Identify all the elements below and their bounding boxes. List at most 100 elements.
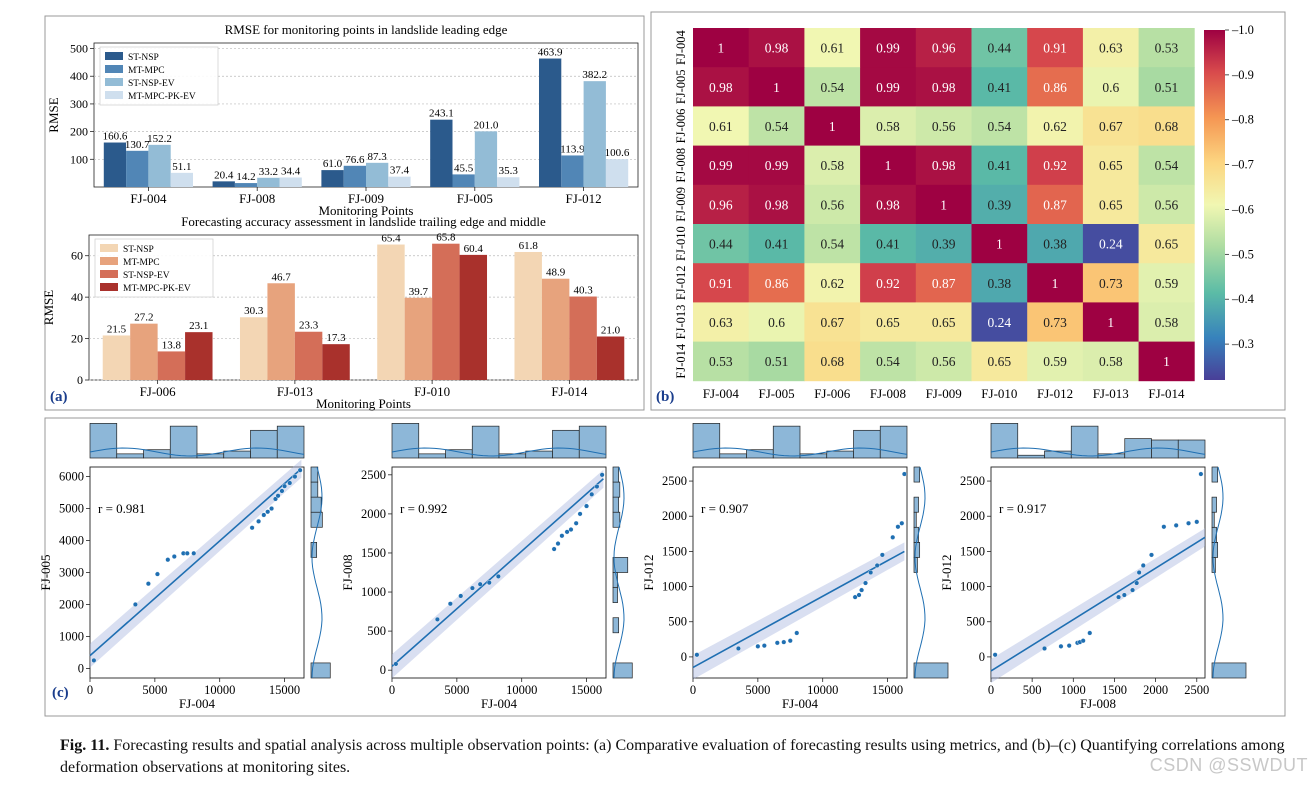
heatmap-cell	[1138, 224, 1195, 264]
heatmap-cell	[860, 263, 917, 303]
right-hist-bar	[310, 466, 319, 483]
scatter-point	[393, 661, 399, 667]
bar	[102, 335, 131, 380]
scatter-point	[1058, 643, 1064, 649]
cell-value: 0.54	[765, 119, 789, 134]
y-tick-label: 2500	[662, 474, 687, 488]
heatmap-cell	[915, 263, 972, 303]
heatmap-cell	[1082, 145, 1139, 186]
plot-area	[391, 466, 607, 679]
right-hist-bar	[1211, 662, 1247, 679]
scatter-point	[1198, 471, 1204, 477]
colorbar-tick-label: –0.8	[1231, 113, 1254, 127]
cell-value: 0.98	[876, 197, 900, 212]
scatter-panels: 0 5000 10000 150000100020003000400050006000…	[38, 423, 1247, 711]
heatmap-cell	[804, 145, 861, 186]
heatmap-cell	[860, 224, 917, 264]
cell-value: 0.56	[1155, 197, 1179, 212]
cell-value: 1	[1163, 354, 1170, 369]
scatter-point	[1161, 524, 1167, 530]
cell-value: 0.86	[1043, 80, 1067, 95]
y-tick-label: 1000	[960, 580, 985, 594]
y-tick-label: 2000	[361, 507, 386, 521]
scatter-point	[1148, 552, 1154, 558]
cell-value: 0.56	[820, 197, 844, 212]
scatter-point	[694, 652, 700, 658]
right-hist-bar	[913, 496, 919, 513]
scatter-point	[774, 640, 780, 646]
colorbar-tick-label: –0.3	[1231, 337, 1254, 351]
x-axis-label: FJ-004	[782, 696, 819, 711]
x-tick-label: 1500	[1102, 683, 1127, 697]
y-tick-label: 60	[71, 249, 83, 263]
x-tick-label: FJ-009	[348, 191, 384, 206]
heatmap-cell	[748, 67, 805, 107]
data-label: 382.2	[582, 69, 607, 81]
y-tick-label: FJ-006	[674, 109, 688, 144]
top-hist-bar	[169, 425, 198, 459]
cell-value: 0.44	[988, 41, 1012, 56]
y-tick-label: FJ-012	[674, 265, 688, 300]
colorbar-tick-label: –0.7	[1231, 158, 1254, 172]
top-kde	[692, 447, 908, 457]
data-label: 17.3	[326, 332, 346, 344]
regression-line	[391, 478, 604, 667]
scatter-point	[1194, 519, 1200, 525]
scatter-point	[1136, 570, 1142, 576]
data-label: 37.4	[390, 165, 410, 177]
scatter-point	[287, 480, 293, 486]
figure-caption: Fig. 11. Forecasting results and spatial…	[60, 735, 1290, 779]
cell-value: 0.73	[1043, 315, 1067, 330]
x-tick-label: 5000	[745, 683, 770, 697]
y-tick-label: 40	[71, 290, 83, 304]
heatmap-cell	[748, 145, 805, 186]
heatmap-cell	[971, 224, 1028, 264]
heatmap-cell	[915, 224, 972, 264]
top-hist-bar	[391, 423, 420, 459]
heatmap-cell	[1027, 67, 1084, 107]
data-label: 51.1	[172, 161, 191, 173]
x-tick-label: FJ-010	[414, 384, 450, 399]
cell-value: 0.92	[1043, 158, 1067, 173]
heatmap-cell	[748, 302, 805, 342]
cell-value: 0.41	[988, 158, 1012, 173]
heatmap-cell	[804, 184, 861, 225]
heatmap-cell	[693, 263, 750, 303]
colorbar-tick-label: –0.4	[1231, 292, 1255, 306]
heatmap-cell	[748, 341, 805, 382]
right-hist-bar	[913, 466, 921, 483]
scatter-point	[154, 571, 160, 577]
chart-title: Forecasting accuracy assessment in lands…	[181, 214, 546, 229]
y-tick-label: 2000	[662, 509, 687, 523]
heatmap-cell	[1082, 184, 1139, 225]
y-tick-label: 2000	[960, 509, 985, 523]
scatter-point	[458, 593, 464, 599]
y-tick-label: FJ-005	[674, 69, 688, 104]
x-tick-label: FJ-010	[981, 386, 1017, 401]
cell-value: 0.56	[932, 354, 956, 369]
data-label: 113.9	[560, 143, 585, 155]
scatter-point	[165, 557, 171, 563]
legend-swatch	[105, 52, 123, 60]
scatter-panel: 0 5000 10000 15000 0 1000 2000 3000 4000 5000 6000…	[38, 423, 331, 711]
bar	[343, 165, 366, 187]
right-hist-bar	[612, 617, 620, 634]
heatmap-cell	[860, 28, 917, 68]
scatter-point	[781, 639, 787, 645]
top-hist-bar	[990, 423, 1019, 459]
x-tick-label: 5000	[142, 683, 167, 697]
right-hist-bar	[1211, 466, 1219, 483]
heatmap-cell	[748, 184, 805, 225]
top-hist-bar	[552, 429, 580, 459]
y-tick-label: 1500	[662, 544, 687, 558]
heatmap-cell	[1138, 302, 1195, 342]
y-tick-label: 2500	[361, 468, 386, 482]
y-axis-label: FJ-012	[939, 554, 954, 590]
x-tick-label: 0	[988, 683, 994, 697]
scatter-point	[787, 638, 793, 644]
bar	[157, 351, 186, 380]
heatmap-cell	[915, 106, 972, 146]
scatter-point	[1140, 562, 1146, 568]
bar	[474, 131, 498, 187]
cell-value: 0.91	[709, 276, 733, 291]
